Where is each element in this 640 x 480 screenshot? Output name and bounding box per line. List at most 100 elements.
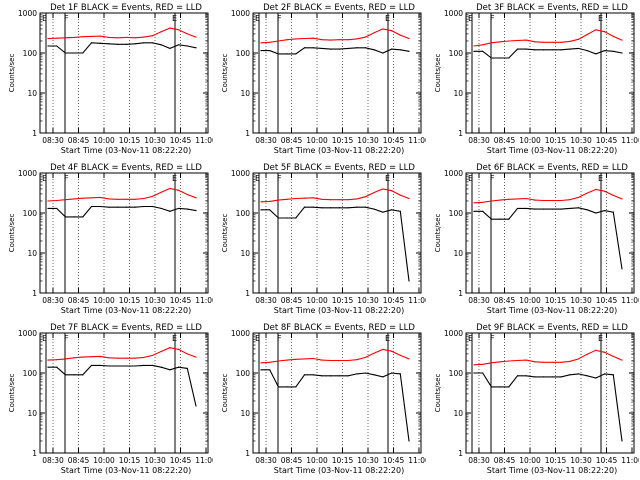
event-marker-label: F <box>277 334 282 343</box>
events-point <box>499 218 501 220</box>
events-point <box>482 372 484 374</box>
events-point <box>373 208 375 210</box>
events-point <box>143 364 145 366</box>
event-marker-label: E <box>172 14 177 23</box>
lld-point <box>117 357 119 359</box>
lld-point <box>47 359 49 361</box>
events-point <box>364 206 367 208</box>
events-point <box>347 207 349 209</box>
event-marker-label: F <box>490 334 495 343</box>
events-point <box>551 376 553 378</box>
events-point <box>260 369 262 371</box>
lld-point <box>108 36 110 39</box>
lld-series-line <box>473 188 623 204</box>
events-point <box>321 47 323 50</box>
events-point <box>303 206 306 208</box>
y-tick-label: 1 <box>245 449 250 458</box>
events-point <box>160 44 162 46</box>
lld-point <box>525 197 527 200</box>
events-point <box>408 50 410 52</box>
y-axis-label: Counts/sec <box>8 374 16 413</box>
event-marker-label: E <box>255 334 260 343</box>
event-marker-label: E <box>255 174 260 183</box>
detector-chart: Det 6F BLACK = Events, RED = LLD 1 10 100 10… <box>434 163 639 315</box>
lld-point <box>612 35 614 38</box>
x-tick-label: 10:30 <box>144 456 166 465</box>
lld-point <box>551 199 553 202</box>
lld-point <box>543 41 545 43</box>
y-tick-label: 100 <box>449 369 464 378</box>
lld-point <box>286 359 288 361</box>
events-point <box>117 206 119 208</box>
event-marker-label: E <box>598 334 603 343</box>
events-point <box>516 48 519 50</box>
events-point <box>338 48 340 50</box>
events-point <box>56 45 58 47</box>
lld-point <box>169 187 171 190</box>
event-marker-label: F <box>490 14 495 23</box>
x-tick-label: 10:15 <box>119 136 141 145</box>
lld-point <box>525 39 527 41</box>
lld-point <box>534 361 536 363</box>
lld-point <box>364 196 367 198</box>
lld-point <box>390 350 393 352</box>
lld-point <box>560 361 562 363</box>
lld-point <box>151 35 154 37</box>
lld-point <box>73 357 75 359</box>
x-tick-label: 10:30 <box>144 136 166 145</box>
events-point <box>569 374 571 376</box>
x-tick-label: 10:30 <box>144 296 166 305</box>
events-point <box>82 52 84 54</box>
lld-point <box>303 197 306 199</box>
detector-chart: Det 1F BLACK = Events, RED = LLD 1 10 100 10… <box>8 3 213 155</box>
lld-point <box>382 348 384 350</box>
lld-point <box>516 359 519 362</box>
events-point <box>143 205 145 208</box>
events-series-line <box>48 42 197 54</box>
lld-point <box>108 357 110 359</box>
events-point <box>490 57 493 59</box>
plot-frame <box>252 332 422 454</box>
lld-point <box>569 40 571 42</box>
y-tick-label: 10 <box>27 249 37 258</box>
events-point <box>47 366 49 368</box>
events-point <box>382 376 384 378</box>
lld-point <box>482 44 484 46</box>
lld-point <box>90 197 93 199</box>
x-tick-label: 11:00 <box>621 136 639 145</box>
x-tick-label: 10:00 <box>519 136 541 145</box>
lld-point <box>603 351 606 353</box>
x-tick-label: 10:45 <box>596 296 618 305</box>
lld-point <box>490 362 493 364</box>
x-tick-label: 08:30 <box>42 456 64 465</box>
lld-point <box>186 193 188 196</box>
lld-point <box>269 200 271 202</box>
events-point <box>125 365 127 367</box>
lld-point <box>47 37 49 40</box>
events-point <box>169 369 171 371</box>
detector-chart: Det 2F BLACK = Events, RED = LLD 1 10 100 10… <box>221 3 426 155</box>
events-point <box>312 374 314 376</box>
lld-point <box>295 38 297 40</box>
x-tick-label: 10:45 <box>596 136 618 145</box>
event-marker-label: E <box>42 334 47 343</box>
events-point <box>338 375 340 377</box>
events-point <box>612 211 614 213</box>
lld-point <box>195 356 197 358</box>
events-point <box>569 207 571 210</box>
events-point <box>347 375 349 377</box>
lld-point <box>312 197 314 199</box>
lld-point <box>134 357 136 359</box>
plot-frame <box>252 172 422 294</box>
lld-point <box>525 359 527 361</box>
y-tick-label: 100 <box>236 369 251 378</box>
lld-point <box>330 39 332 41</box>
events-point <box>260 209 262 211</box>
y-tick-label: 100 <box>449 49 464 58</box>
lld-point <box>186 33 188 35</box>
events-point <box>551 49 553 51</box>
y-axis-label: Counts/sec <box>8 54 16 93</box>
lld-point <box>356 198 358 200</box>
events-point <box>195 209 197 212</box>
lld-point <box>408 358 410 360</box>
